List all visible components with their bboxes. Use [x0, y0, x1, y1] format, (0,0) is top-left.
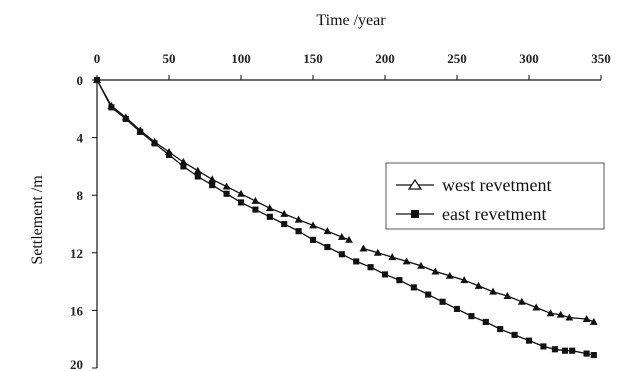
- data-point: [237, 189, 245, 197]
- data-point: [417, 261, 425, 269]
- legend-entry: east revetment: [396, 204, 546, 224]
- data-point: [252, 206, 259, 213]
- y-tick-label: 20: [70, 357, 83, 371]
- data-point: [309, 221, 317, 229]
- data-point: [546, 309, 555, 317]
- y-axis-title: Settlement /m: [29, 175, 46, 265]
- data-point: [295, 228, 302, 235]
- data-point: [353, 258, 360, 265]
- y-tick-label: 4: [77, 131, 84, 146]
- data-point: [359, 244, 368, 252]
- legend-entry: west revetment: [396, 175, 551, 195]
- data-point: [137, 128, 144, 135]
- data-point: [503, 291, 512, 299]
- data-point: [590, 351, 597, 359]
- data-point: [280, 209, 289, 217]
- data-point: [439, 298, 446, 305]
- series-layer: [93, 75, 598, 359]
- data-point: [396, 277, 403, 284]
- data-point: [482, 318, 489, 325]
- legend-marker: [407, 178, 423, 190]
- data-point: [223, 190, 230, 197]
- x-tick-label: 0: [94, 51, 101, 66]
- x-tick-label: 250: [447, 51, 467, 66]
- legend-label: east revetment: [442, 204, 546, 224]
- data-point: [122, 115, 129, 122]
- data-point: [489, 287, 497, 295]
- y-tick-label: 12: [70, 246, 83, 261]
- data-point: [337, 232, 346, 240]
- x-tick-label: 150: [303, 51, 323, 66]
- data-point: [222, 182, 231, 190]
- data-point: [345, 235, 353, 243]
- legend-marker: [411, 210, 419, 218]
- data-point: [589, 317, 598, 325]
- data-point: [281, 220, 288, 228]
- series-east-revetment: [93, 76, 597, 359]
- data-point: [381, 271, 389, 278]
- data-point: [294, 215, 303, 223]
- data-point: [410, 284, 417, 291]
- y-tick-label: 8: [77, 188, 84, 203]
- y-tick-label: 0: [77, 73, 84, 88]
- data-point: [540, 343, 547, 350]
- data-point: [525, 337, 533, 344]
- x-tick-label: 50: [163, 51, 176, 66]
- axes: 0 50 100 150 200 250 300 350 0 4 8 12 16 20: [70, 51, 611, 371]
- data-point: [151, 140, 158, 147]
- data-point: [445, 271, 454, 279]
- x-tick-label: 300: [519, 51, 539, 66]
- legend-label: west revetment: [442, 175, 551, 195]
- data-point: [551, 346, 558, 353]
- data-point: [402, 257, 411, 265]
- data-point: [497, 326, 504, 333]
- data-point: [324, 243, 331, 251]
- y-tick-label: 16: [70, 303, 84, 318]
- data-point: [193, 166, 202, 174]
- data-point: [208, 175, 217, 183]
- data-point: [565, 313, 574, 321]
- data-point: [532, 303, 541, 311]
- data-point: [373, 248, 382, 256]
- data-point: [569, 347, 576, 354]
- data-point: [237, 199, 245, 206]
- data-point: [323, 227, 332, 235]
- data-point: [108, 104, 115, 111]
- data-point: [194, 173, 201, 180]
- data-point: [460, 276, 469, 284]
- x-axis-title: Time /year: [316, 12, 386, 29]
- data-point: [561, 347, 569, 354]
- data-point: [474, 281, 483, 289]
- data-point: [309, 236, 317, 243]
- data-point: [209, 182, 216, 189]
- data-point: [582, 315, 591, 323]
- data-point: [517, 297, 526, 305]
- data-point: [468, 313, 475, 320]
- x-tick-label: 100: [231, 51, 251, 66]
- x-tick-label: 200: [375, 51, 395, 66]
- data-point: [453, 305, 461, 313]
- legend-box: [385, 162, 605, 230]
- data-point: [93, 76, 101, 84]
- data-point: [338, 251, 345, 258]
- x-tick-label: 350: [591, 51, 611, 66]
- legend: west revetment east revetment: [385, 162, 605, 230]
- data-point: [367, 264, 374, 271]
- data-point: [511, 331, 518, 338]
- data-point: [583, 350, 590, 357]
- data-point: [265, 204, 274, 212]
- data-point: [556, 310, 565, 318]
- data-point: [251, 196, 260, 204]
- data-point: [266, 213, 273, 220]
- data-point: [431, 267, 440, 275]
- data-point: [165, 151, 173, 158]
- data-point: [388, 253, 397, 261]
- data-point: [180, 163, 187, 170]
- data-point: [425, 291, 432, 298]
